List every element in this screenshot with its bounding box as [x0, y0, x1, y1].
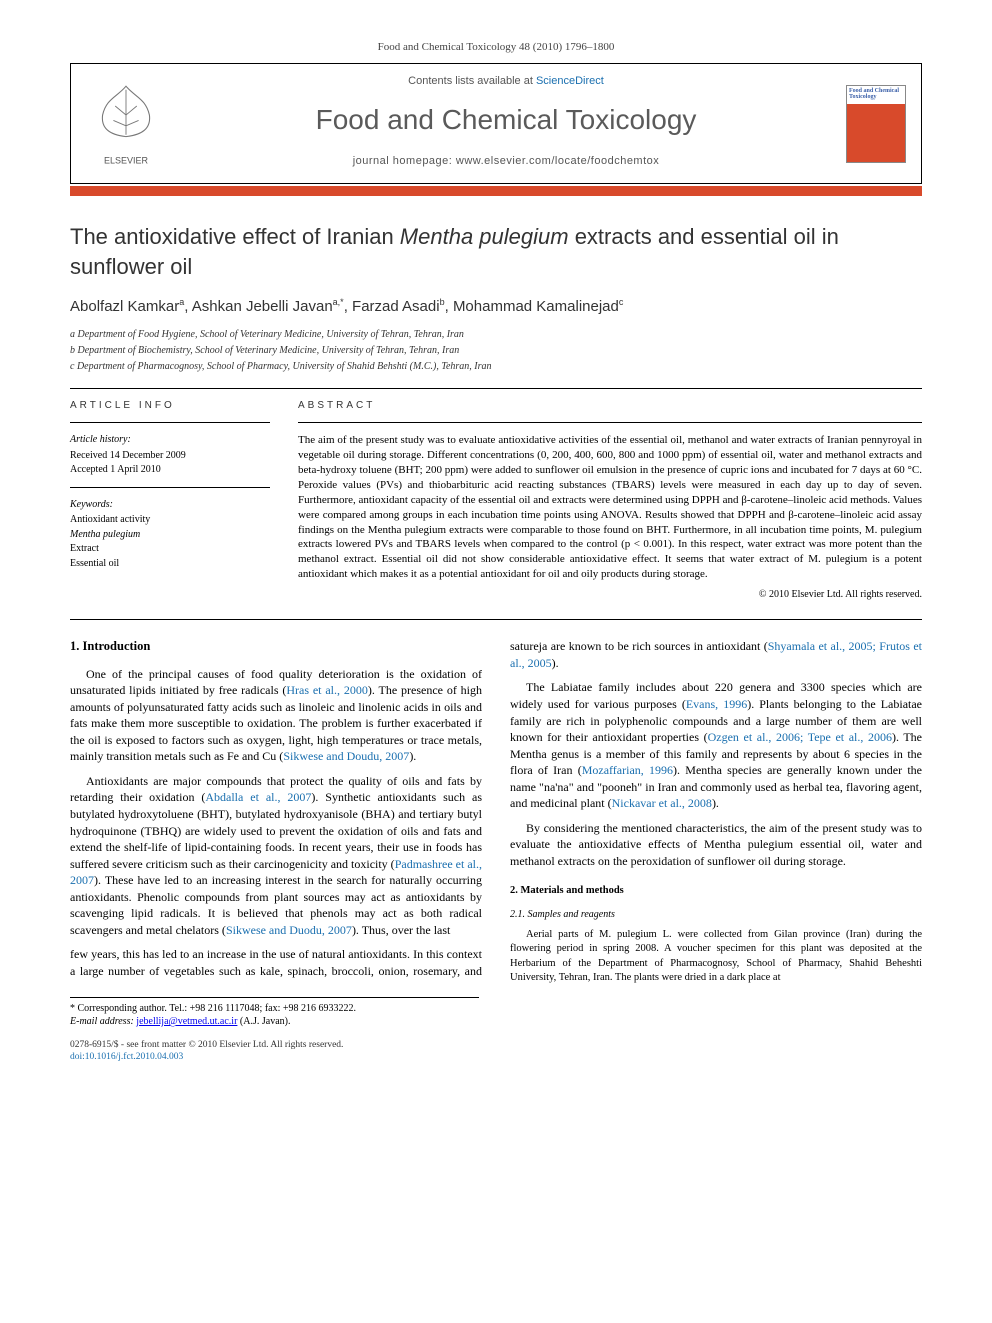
keyword: Mentha pulegium	[70, 528, 270, 542]
separator	[70, 388, 922, 389]
abstract-copyright: © 2010 Elsevier Ltd. All rights reserved…	[298, 588, 922, 602]
separator	[70, 619, 922, 620]
citation-link[interactable]: Hras et al., 2000	[286, 683, 368, 697]
author: Mohammad Kamalinejadc	[453, 298, 623, 315]
keywords-head: Keywords:	[70, 498, 270, 512]
corresponding-author: * Corresponding author. Tel.: +98 216 11…	[70, 997, 479, 1029]
samples-head: 2.1. Samples and reagents	[510, 908, 922, 922]
history-head: Article history:	[70, 433, 270, 447]
keyword: Extract	[70, 542, 270, 556]
article-info-head: ARTICLE INFO	[70, 399, 270, 413]
doi-link[interactable]: doi:10.1016/j.fct.2010.04.003	[70, 1052, 183, 1062]
article-title: The antioxidative effect of Iranian Ment…	[70, 222, 922, 281]
samples-para: Aerial parts of M. pulegium L. were coll…	[510, 928, 922, 986]
page-footer: 0278-6915/$ - see front matter © 2010 El…	[70, 1039, 922, 1065]
brand-bar	[70, 186, 922, 196]
author: Abolfazl Kamkara	[70, 298, 184, 315]
affiliation: c Department of Pharmacognosy, School of…	[70, 359, 922, 374]
issn-line: 0278-6915/$ - see front matter © 2010 El…	[70, 1039, 922, 1052]
abstract-text: The aim of the present study was to eval…	[298, 433, 922, 581]
article-info-block: ARTICLE INFO Article history: Received 1…	[70, 399, 270, 601]
accepted-date: Accepted 1 April 2010	[70, 463, 270, 477]
top-citation: Food and Chemical Toxicology 48 (2010) 1…	[70, 40, 922, 55]
methods-head: 2. Materials and methods	[510, 884, 922, 898]
intro-para: The Labiatae family includes about 220 g…	[510, 679, 922, 811]
citation-link[interactable]: Evans, 1996	[686, 697, 747, 711]
abstract-head: ABSTRACT	[298, 399, 922, 413]
author: Ashkan Jebelli Javana,*	[192, 298, 344, 315]
citation-link[interactable]: Mozaffarian, 1996	[582, 763, 673, 777]
citation-link[interactable]: Nickavar et al., 2008	[612, 796, 712, 810]
journal-name: Food and Chemical Toxicology	[316, 101, 697, 139]
citation-link[interactable]: Sikwese and Doudu, 2007	[283, 749, 409, 763]
homepage-url[interactable]: www.elsevier.com/locate/foodchemtox	[456, 155, 659, 167]
svg-text:ELSEVIER: ELSEVIER	[104, 155, 149, 165]
journal-homepage: journal homepage: www.elsevier.com/locat…	[353, 154, 660, 169]
cover-thumbnail: Food and Chemical Toxicology	[831, 64, 921, 183]
sciencedirect-link[interactable]: ScienceDirect	[536, 75, 604, 87]
affiliation: b Department of Biochemistry, School of …	[70, 343, 922, 358]
affiliation: a Department of Food Hygiene, School of …	[70, 327, 922, 342]
keyword: Essential oil	[70, 557, 270, 571]
keyword: Antioxidant activity	[70, 513, 270, 527]
contents-available: Contents lists available at ScienceDirec…	[408, 74, 604, 89]
journal-header: ELSEVIER Contents lists available at Sci…	[70, 63, 922, 184]
citation-link[interactable]: Sikwese and Duodu, 2007	[226, 923, 352, 937]
intro-para: By considering the mentioned characteris…	[510, 820, 922, 870]
abstract-block: ABSTRACT The aim of the present study wa…	[298, 399, 922, 601]
intro-head: 1. Introduction	[70, 638, 482, 655]
author: Farzad Asadib	[352, 298, 445, 315]
doi-line: doi:10.1016/j.fct.2010.04.003	[70, 1051, 922, 1064]
intro-para: Antioxidants are major compounds that pr…	[70, 773, 482, 938]
email-link[interactable]: jebellija@vetmed.ut.ac.ir	[136, 1016, 237, 1027]
affiliations: a Department of Food Hygiene, School of …	[70, 327, 922, 374]
received-date: Received 14 December 2009	[70, 449, 270, 463]
citation-link[interactable]: Abdalla et al., 2007	[205, 790, 311, 804]
publisher-logo: ELSEVIER	[71, 64, 181, 183]
intro-para: One of the principal causes of food qual…	[70, 666, 482, 765]
citation-link[interactable]: Ozgen et al., 2006; Tepe et al., 2006	[708, 730, 892, 744]
author-list: Abolfazl Kamkara, Ashkan Jebelli Javana,…	[70, 296, 922, 317]
body-columns: 1. Introduction One of the principal cau…	[70, 638, 922, 986]
